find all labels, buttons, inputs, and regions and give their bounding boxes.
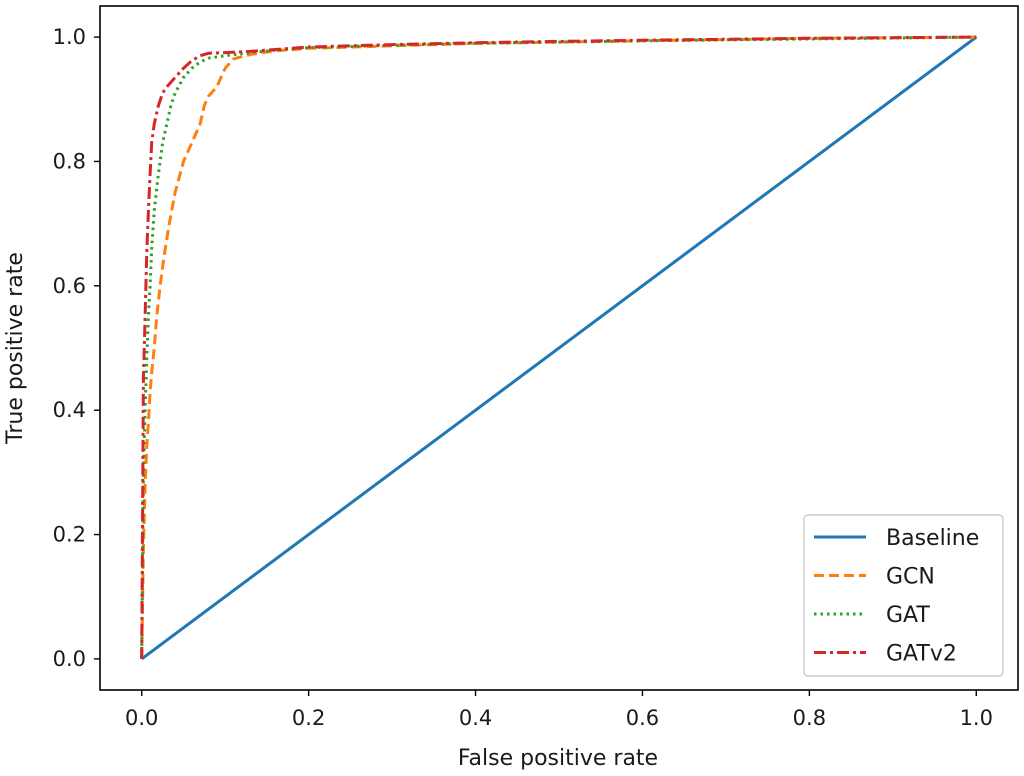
y-tick-label: 0.2 bbox=[53, 523, 86, 547]
x-tick-label: 0.0 bbox=[125, 706, 158, 730]
x-axis-ticks: 0.0 0.2 0.4 0.6 0.8 1.0 bbox=[125, 690, 993, 730]
y-tick-label: 0.0 bbox=[53, 647, 86, 671]
y-tick-label: 0.6 bbox=[53, 274, 86, 298]
series-line-baseline bbox=[140, 35, 978, 661]
x-tick-label: 0.8 bbox=[793, 706, 826, 730]
legend: Baseline GCN GAT GATv2 bbox=[803, 514, 1004, 677]
legend-box bbox=[803, 514, 1004, 677]
y-axis-title: True positive rate bbox=[3, 252, 28, 445]
watermark: 掘金技术社区 @ 数据智能老司机 bbox=[693, 729, 1000, 753]
legend-items: Baseline GCN GAT GATv2 bbox=[814, 526, 979, 667]
x-tick-label: 1.0 bbox=[960, 706, 993, 730]
y-tick-label: 1.0 bbox=[53, 25, 86, 49]
x-tick-label: 0.4 bbox=[459, 706, 492, 730]
series-line-gatv2 bbox=[140, 35, 977, 659]
legend-label-baseline: Baseline bbox=[886, 526, 979, 551]
y-tick-label: 0.4 bbox=[53, 398, 86, 422]
series-line-gat bbox=[140, 35, 977, 659]
x-tick-label: 0.6 bbox=[626, 706, 659, 730]
legend-label-gatv2: GATv2 bbox=[886, 642, 957, 667]
y-tick-label: 0.8 bbox=[53, 149, 86, 173]
x-tick-label: 0.2 bbox=[292, 706, 325, 730]
series-layer bbox=[140, 35, 978, 661]
y-axis-ticks: 0.0 0.2 0.4 0.6 0.8 1.0 bbox=[53, 25, 100, 671]
legend-label-gcn: GCN bbox=[886, 565, 935, 590]
x-axis-title: False positive rate bbox=[458, 746, 658, 771]
legend-label-gat: GAT bbox=[886, 603, 930, 628]
